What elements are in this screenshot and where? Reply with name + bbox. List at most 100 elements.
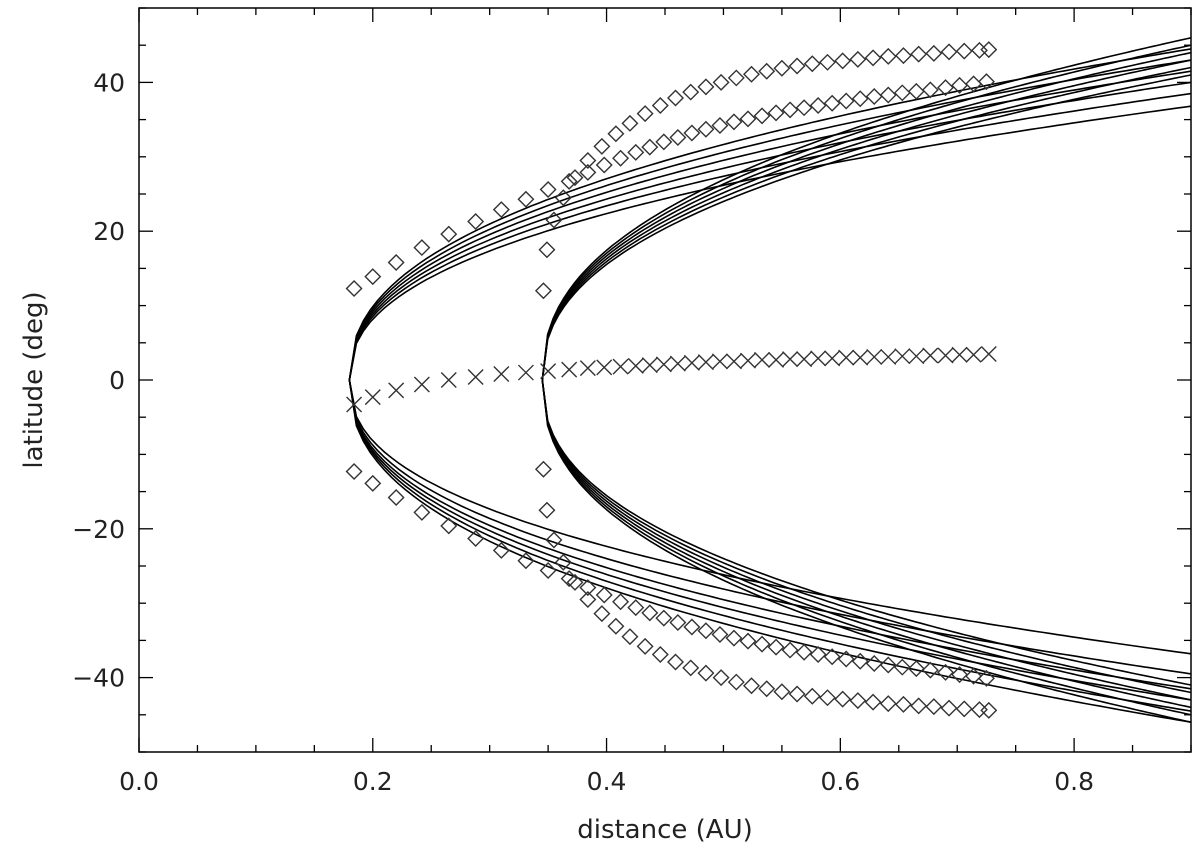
model-curve: [541, 37, 1192, 381]
model-curve: [348, 379, 1192, 690]
diamond-marker: [758, 680, 776, 698]
cross-marker: [596, 359, 613, 376]
diamond-marker: [951, 76, 969, 94]
cross-marker: [725, 353, 742, 370]
diamond-marker: [739, 110, 757, 128]
cross-marker: [493, 366, 510, 383]
cross-marker: [838, 349, 855, 366]
diamond-marker: [921, 81, 939, 99]
diamond-marker: [364, 268, 382, 286]
x-tick-label: 0.2: [353, 767, 393, 796]
cross-marker: [782, 351, 799, 368]
diamond-marker: [925, 698, 943, 716]
diamond-marker: [940, 43, 958, 61]
diamond-marker: [669, 128, 687, 146]
model-curve: [348, 105, 1192, 381]
x-tick-label: 0.0: [119, 767, 159, 796]
diamond-marker: [907, 660, 925, 678]
cross-marker: [880, 348, 897, 365]
diamond-marker: [467, 213, 485, 231]
cross-marker: [810, 350, 827, 367]
y-tick-label: −20: [72, 515, 125, 544]
cross-marker: [364, 389, 381, 406]
model-curve: [541, 379, 1192, 701]
diamond-marker: [595, 586, 613, 604]
x-tick-label: 0.4: [587, 767, 627, 796]
diamond-marker: [727, 69, 745, 87]
cross-marker: [669, 355, 686, 372]
diamond-marker: [753, 635, 771, 653]
model-curve: [348, 379, 1192, 675]
diamond-marker: [781, 641, 799, 659]
diamond-marker: [566, 573, 584, 591]
cross-marker: [655, 356, 672, 373]
model-curve: [541, 379, 1192, 686]
diamond-marker: [534, 460, 552, 478]
diamond-marker: [667, 89, 685, 107]
diamond-marker: [621, 628, 639, 646]
cross-marker: [980, 345, 997, 362]
diamond-marker: [758, 62, 776, 80]
diamond-marker: [834, 52, 852, 70]
diamond-marker: [534, 282, 552, 300]
model-curve: [348, 59, 1192, 381]
diamond-marker: [545, 531, 563, 549]
cross-marker: [711, 353, 728, 370]
diamond-marker: [641, 138, 659, 156]
diamond-marker: [894, 695, 912, 713]
diamond-marker: [697, 622, 715, 640]
diamond-marker: [849, 692, 867, 710]
cross-marker: [561, 361, 578, 378]
diamond-marker: [773, 683, 791, 701]
y-tick-label: −40: [72, 664, 125, 693]
axes: [138, 7, 1192, 753]
diamond-marker: [955, 42, 973, 60]
diamond-marker: [893, 84, 911, 102]
diamond-marker: [579, 579, 597, 597]
diamond-marker: [669, 614, 687, 632]
x-tick-label: 0.6: [820, 767, 860, 796]
diamond-marker: [345, 463, 363, 481]
diamond-marker: [865, 654, 883, 672]
diamond-marker: [879, 86, 897, 104]
model-curve: [541, 379, 1192, 694]
diamond-marker: [809, 646, 827, 664]
model-curve: [348, 379, 1192, 701]
diamond-marker: [951, 666, 969, 684]
diamond-marker: [937, 663, 955, 681]
diamond-marker: [612, 149, 630, 167]
diamond-marker: [579, 163, 597, 181]
diamond-marker: [492, 541, 510, 559]
x-tick-label: 0.8: [1054, 767, 1094, 796]
diamond-marker: [651, 96, 669, 114]
diamond-marker: [980, 701, 998, 719]
diamond-marker: [627, 143, 645, 161]
cross-marker: [627, 357, 644, 374]
diamond-marker: [773, 59, 791, 77]
y-tick-label: 20: [93, 217, 125, 246]
diamond-marker: [387, 253, 405, 271]
tick-labels: 0.0 0.2 0.4 0.6 0.8 −40 −20 0 20 40: [72, 68, 1094, 796]
cross-marker: [824, 350, 841, 367]
diamond-marker: [711, 625, 729, 643]
diamond-marker: [879, 695, 897, 713]
diamond-marker: [743, 65, 760, 83]
diamond-marker: [970, 41, 988, 59]
diamond-marker: [595, 156, 613, 174]
diamond-marker: [539, 181, 557, 199]
diamond-marker: [683, 618, 701, 636]
cross-marker: [796, 351, 813, 368]
diamond-marker: [413, 503, 431, 521]
cross-marker: [697, 354, 714, 371]
cross-marker: [866, 348, 883, 365]
diamond-marker: [921, 661, 939, 679]
cross-marker: [467, 369, 484, 386]
diamond-marker: [579, 152, 597, 170]
cross-marker: [413, 376, 430, 393]
diamond-marker: [560, 172, 578, 190]
y-axis-label: latitude (deg): [19, 291, 49, 468]
diamond-marker: [879, 656, 897, 674]
diamond-marker: [467, 529, 485, 547]
model-curve: [541, 59, 1192, 381]
